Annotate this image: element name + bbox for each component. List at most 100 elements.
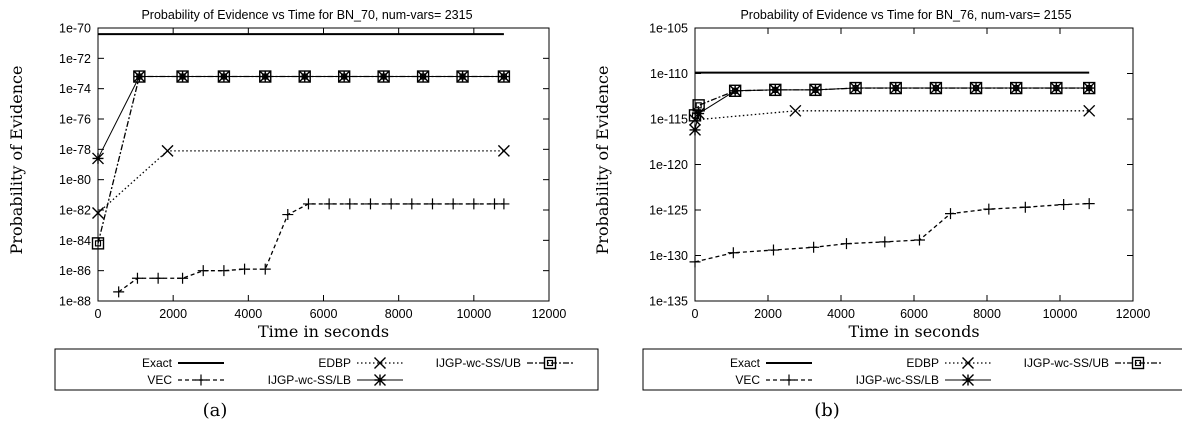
data-point-vec [840,238,852,250]
x-tick-label: 12000 [532,307,567,321]
data-point-vec [913,234,925,246]
legend-marker-ijgp-wc-ss-ub [546,359,554,367]
data-point-ijgp-wc-ss-ub [732,87,739,94]
series-line-ijgp-wc-ss-lb [97,76,504,159]
legend-box [642,348,1182,391]
data-point-ijgp-wc-ss-ub [772,86,779,93]
y-tick-label: 1e-105 [649,22,688,36]
legend-label: VEC [147,373,172,387]
series-line-ijgp-wc-ss-ub [694,87,1090,116]
data-point-vec [197,265,209,277]
y-tick-label: 1e-120 [649,158,688,172]
legend: Exact EDBP IJGP-wc-SS/UB VEC IJGP-wc-SS/LB [54,348,599,391]
x-tick-label: 4000 [827,307,855,321]
data-point-ijgp-wc-ss-ub [497,70,511,83]
data-point-ijgp-wc-ss-lb [692,107,705,120]
data-point-ijgp-wc-ss-ub [298,70,311,83]
data-point-ijgp-wc-ss-ub [220,73,228,80]
data-point-ijgp-wc-ss-ub [688,109,702,122]
legend-marker-ijgp-wc-ss-ub [543,356,557,370]
legend-label: IJGP-wc-SS/UB [1024,356,1109,370]
data-point-ijgp-wc-ss-ub [1050,81,1063,95]
data-point-vec [945,208,956,220]
legend-label: EDBP [318,356,351,370]
x-tick-label: 2000 [159,307,187,321]
data-point-vec [344,198,356,210]
y-tick-label: 1e-130 [649,249,688,263]
data-point-ijgp-wc-ss-lb [689,123,701,136]
data-point-vec [1019,201,1031,213]
series-vec [689,198,1095,268]
y-tick-label: 1e-76 [59,113,91,127]
data-point-ijgp-wc-ss-ub [416,70,430,83]
data-point-ijgp-wc-ss-lb [417,70,430,83]
data-point-ijgp-wc-ss-lb [809,83,822,96]
legend-marker-ijgp-wc-ss-ub [1134,359,1142,367]
data-point-ijgp-wc-ss-lb [889,82,902,95]
y-tick-label: 1e-86 [59,264,91,278]
data-point-ijgp-wc-ss-ub [179,73,186,80]
data-point-ijgp-wc-ss-ub [769,83,782,97]
chart-title: Probability of Evidence vs Time for BN_7… [740,8,1071,22]
data-point-vec [152,272,164,284]
data-point-vec [131,272,143,284]
data-point-ijgp-wc-ss-ub [892,84,899,92]
data-point-edbp [1083,104,1096,117]
data-point-ijgp-wc-ss-ub [809,83,822,97]
data-point-edbp [789,104,802,117]
y-tick-label: 1e-70 [59,22,91,36]
series-line-vec [118,203,504,293]
data-point-ijgp-wc-ss-ub [728,84,742,97]
data-point-ijgp-wc-ss-ub [133,70,146,83]
data-point-ijgp-wc-ss-lb [92,152,104,165]
data-point-vec [498,198,510,210]
chart-panel-a: Probability of Evidence vs Time for BN_7… [7,8,599,421]
legend-marker-ijgp-wc-ss-ub [1131,356,1145,370]
data-point-ijgp-wc-ss-ub [176,70,189,83]
data-point-ijgp-wc-ss-ub [456,70,469,83]
data-point-vec [727,247,739,259]
data-point-ijgp-wc-ss-lb [1050,82,1063,95]
series-edbp [92,144,510,220]
data-point-ijgp-wc-ss-ub [341,73,348,80]
data-point-ijgp-wc-ss-ub [812,86,819,93]
data-point-ijgp-wc-ss-ub [691,112,699,119]
data-point-vec [177,272,189,284]
data-point-ijgp-wc-ss-ub [217,70,231,83]
data-point-ijgp-wc-ss-lb [769,83,782,96]
data-point-ijgp-wc-ss-ub [380,73,387,80]
y-tick-label: 1e-84 [59,234,91,248]
x-tick-label: 6000 [310,307,338,321]
series-line-ijgp-wc-ss-lb [694,87,1090,131]
legend-marker-edbp [374,357,386,369]
y-tick-label: 1e-125 [649,204,688,218]
data-point-ijgp-wc-ss-lb [929,82,942,95]
data-point-ijgp-wc-ss-ub [852,84,859,92]
y-tick-label: 1e-135 [649,295,688,309]
data-point-ijgp-wc-ss-ub [1010,81,1023,95]
plot-frame [97,27,550,302]
y-tick-label: 1e-115 [650,113,688,127]
data-point-ijgp-wc-ss-ub [695,102,702,109]
x-tick-label: 0 [95,307,102,321]
x-tick-label: 2000 [754,307,782,321]
x-axis-label: Time in seconds [258,322,389,341]
legend-marker-ijgp-wc-ss-lb [374,374,386,386]
data-point-edbp [92,207,104,220]
panel-caption: (a) [203,400,228,421]
data-point-vec [447,198,459,210]
data-point-vec [282,209,294,221]
data-point-vec [385,198,397,210]
data-point-ijgp-wc-ss-ub [459,73,466,80]
data-point-vec [489,198,501,210]
data-point-vec [426,198,438,210]
x-tick-label: 4000 [234,307,262,321]
data-point-vec [1058,199,1070,211]
legend-label: IJGP-wc-SS/LB [856,373,939,387]
x-tick-label: 6000 [900,307,928,321]
legend-label: VEC [735,373,760,387]
data-point-ijgp-wc-ss-ub [91,237,105,250]
legend-label: Exact [142,356,173,370]
x-tick-label: 10000 [1043,307,1078,321]
